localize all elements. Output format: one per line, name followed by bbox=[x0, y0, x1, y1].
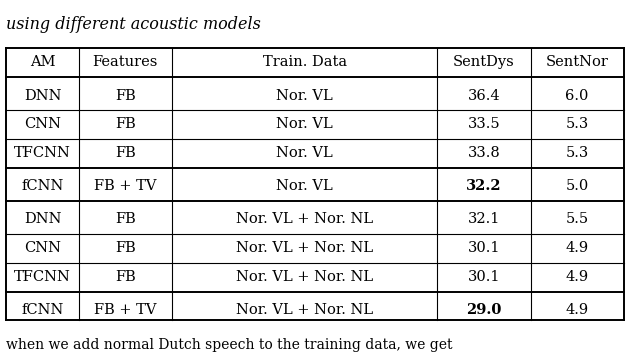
Text: 32.1: 32.1 bbox=[468, 213, 500, 226]
Text: FB: FB bbox=[115, 117, 135, 131]
Text: 36.4: 36.4 bbox=[467, 89, 500, 103]
Text: Nor. VL: Nor. VL bbox=[277, 146, 333, 160]
Text: 5.0: 5.0 bbox=[566, 179, 589, 193]
Text: FB: FB bbox=[115, 241, 135, 255]
Text: Nor. VL: Nor. VL bbox=[277, 117, 333, 131]
Text: Nor. VL + Nor. NL: Nor. VL + Nor. NL bbox=[236, 270, 373, 284]
Text: CNN: CNN bbox=[24, 241, 61, 255]
Text: Nor. VL: Nor. VL bbox=[277, 179, 333, 193]
Text: Nor. VL + Nor. NL: Nor. VL + Nor. NL bbox=[236, 241, 373, 255]
Text: 32.2: 32.2 bbox=[466, 179, 502, 193]
Text: DNN: DNN bbox=[24, 213, 61, 226]
Text: 4.9: 4.9 bbox=[566, 303, 588, 317]
Text: FB: FB bbox=[115, 146, 135, 160]
Text: 6.0: 6.0 bbox=[566, 89, 589, 103]
Text: FB + TV: FB + TV bbox=[94, 179, 156, 193]
Text: FB + TV: FB + TV bbox=[94, 303, 156, 317]
Text: when we add normal Dutch speech to the training data, we get: when we add normal Dutch speech to the t… bbox=[6, 338, 453, 352]
Text: 5.3: 5.3 bbox=[566, 146, 589, 160]
Text: CNN: CNN bbox=[24, 117, 61, 131]
Text: FB: FB bbox=[115, 213, 135, 226]
Text: Nor. VL: Nor. VL bbox=[277, 89, 333, 103]
Text: Nor. VL + Nor. NL: Nor. VL + Nor. NL bbox=[236, 303, 373, 317]
Text: 29.0: 29.0 bbox=[466, 303, 501, 317]
Text: Nor. VL + Nor. NL: Nor. VL + Nor. NL bbox=[236, 213, 373, 226]
Text: 4.9: 4.9 bbox=[566, 241, 588, 255]
Text: using different acoustic models: using different acoustic models bbox=[6, 16, 261, 33]
Text: Features: Features bbox=[93, 56, 158, 69]
Text: DNN: DNN bbox=[24, 89, 61, 103]
Text: Train. Data: Train. Data bbox=[263, 56, 346, 69]
Text: 4.9: 4.9 bbox=[566, 270, 588, 284]
Text: fCNN: fCNN bbox=[21, 303, 64, 317]
Text: AM: AM bbox=[30, 56, 55, 69]
Text: FB: FB bbox=[115, 89, 135, 103]
Text: SentDys: SentDys bbox=[453, 56, 515, 69]
Text: TFCNN: TFCNN bbox=[14, 270, 71, 284]
Text: TFCNN: TFCNN bbox=[14, 146, 71, 160]
Text: 5.5: 5.5 bbox=[566, 213, 588, 226]
Text: 33.8: 33.8 bbox=[467, 146, 500, 160]
Text: SentNor: SentNor bbox=[546, 56, 609, 69]
Text: 30.1: 30.1 bbox=[467, 270, 500, 284]
Text: 33.5: 33.5 bbox=[467, 117, 500, 131]
Text: fCNN: fCNN bbox=[21, 179, 64, 193]
Text: FB: FB bbox=[115, 270, 135, 284]
Text: 30.1: 30.1 bbox=[467, 241, 500, 255]
Text: 5.3: 5.3 bbox=[566, 117, 589, 131]
